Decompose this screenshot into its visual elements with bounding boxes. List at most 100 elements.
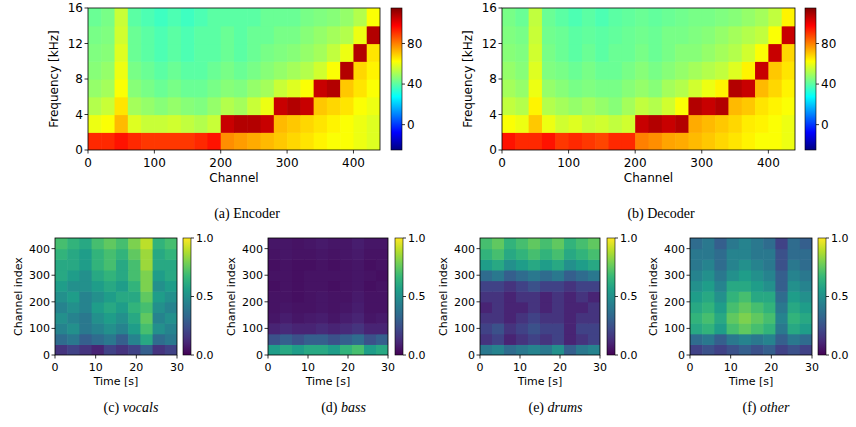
cell bbox=[739, 270, 752, 281]
panel-title: vocals bbox=[123, 400, 159, 415]
cell bbox=[340, 334, 353, 345]
cell bbox=[675, 115, 689, 133]
cell bbox=[88, 115, 102, 133]
colorbar-tick-label: 40 bbox=[821, 77, 836, 91]
x-tick bbox=[95, 355, 96, 359]
cell bbox=[376, 238, 388, 249]
y-tick-label: 400 bbox=[242, 243, 263, 256]
cell bbox=[480, 259, 493, 270]
cell bbox=[141, 115, 155, 133]
y-axis-title: Frequency [kHz] bbox=[47, 30, 61, 127]
x-tick-label: 300 bbox=[690, 156, 713, 170]
cell bbox=[649, 97, 663, 115]
cell bbox=[588, 312, 600, 323]
cell bbox=[304, 334, 317, 345]
cell bbox=[728, 8, 742, 26]
cell bbox=[304, 312, 317, 323]
cell bbox=[690, 312, 703, 323]
cell bbox=[274, 115, 288, 133]
cell bbox=[690, 249, 703, 260]
cell bbox=[480, 334, 493, 345]
cell bbox=[181, 132, 195, 150]
cell bbox=[153, 249, 166, 260]
cell bbox=[576, 291, 589, 302]
cell bbox=[552, 344, 565, 355]
caption: (c) vocals bbox=[104, 400, 159, 416]
cell bbox=[67, 249, 80, 260]
cell bbox=[376, 291, 388, 302]
cell bbox=[300, 26, 314, 44]
cell bbox=[115, 8, 129, 26]
cell bbox=[502, 61, 516, 79]
cell bbox=[516, 259, 529, 270]
cell bbox=[768, 8, 782, 26]
cell bbox=[221, 115, 235, 133]
cell bbox=[609, 61, 623, 79]
cell bbox=[340, 291, 353, 302]
cell bbox=[376, 302, 388, 313]
cell bbox=[367, 8, 380, 26]
cell bbox=[742, 8, 756, 26]
cell bbox=[280, 270, 293, 281]
y-tick-label: 300 bbox=[29, 269, 50, 282]
cell bbox=[340, 259, 353, 270]
panel-label: (d) bbox=[321, 400, 338, 416]
cell bbox=[165, 312, 177, 323]
x-tick-label: 200 bbox=[624, 156, 647, 170]
cell bbox=[582, 132, 596, 150]
y-tick bbox=[85, 114, 89, 115]
cell bbox=[516, 238, 529, 249]
heatmap-cells bbox=[690, 238, 812, 355]
x-tick-label: 20 bbox=[553, 361, 567, 374]
cell bbox=[529, 115, 543, 133]
cell bbox=[540, 312, 553, 323]
cell bbox=[492, 312, 505, 323]
y-tick-label: 100 bbox=[664, 322, 685, 335]
cell bbox=[115, 44, 129, 62]
cell bbox=[304, 270, 317, 281]
cell bbox=[763, 291, 776, 302]
cell bbox=[364, 249, 377, 260]
cell bbox=[727, 259, 740, 270]
cell bbox=[727, 249, 740, 260]
x-tick-label: 0 bbox=[52, 361, 59, 374]
cell bbox=[92, 249, 105, 260]
cell bbox=[728, 132, 742, 150]
cell bbox=[154, 115, 168, 133]
cell bbox=[353, 132, 367, 150]
cell bbox=[702, 281, 715, 292]
cell bbox=[595, 79, 609, 97]
y-tick bbox=[265, 328, 269, 329]
cell bbox=[576, 238, 589, 249]
cell bbox=[328, 238, 341, 249]
cell bbox=[480, 312, 493, 323]
cell bbox=[154, 8, 168, 26]
cell bbox=[552, 281, 565, 292]
y-tick-label: 400 bbox=[29, 243, 50, 256]
cell bbox=[352, 334, 365, 345]
cell bbox=[675, 61, 689, 79]
y-tick bbox=[499, 114, 503, 115]
cell bbox=[367, 44, 380, 62]
cell bbox=[775, 312, 788, 323]
panel-label: (c) bbox=[104, 400, 120, 416]
cell bbox=[502, 79, 516, 97]
x-tick bbox=[55, 355, 56, 359]
cell bbox=[775, 291, 788, 302]
cell bbox=[480, 281, 493, 292]
cell bbox=[788, 281, 801, 292]
cell bbox=[268, 259, 281, 270]
cell bbox=[165, 259, 177, 270]
cell bbox=[352, 344, 365, 355]
cell bbox=[353, 79, 367, 97]
colorbar-tick-label: 1.0 bbox=[196, 232, 214, 245]
colorbar-tick bbox=[816, 84, 819, 85]
cell bbox=[328, 281, 341, 292]
cell bbox=[515, 132, 529, 150]
cell bbox=[788, 302, 801, 313]
cell bbox=[788, 249, 801, 260]
cell bbox=[528, 312, 541, 323]
cell bbox=[555, 61, 569, 79]
x-tick bbox=[560, 355, 561, 359]
cell bbox=[528, 249, 541, 260]
